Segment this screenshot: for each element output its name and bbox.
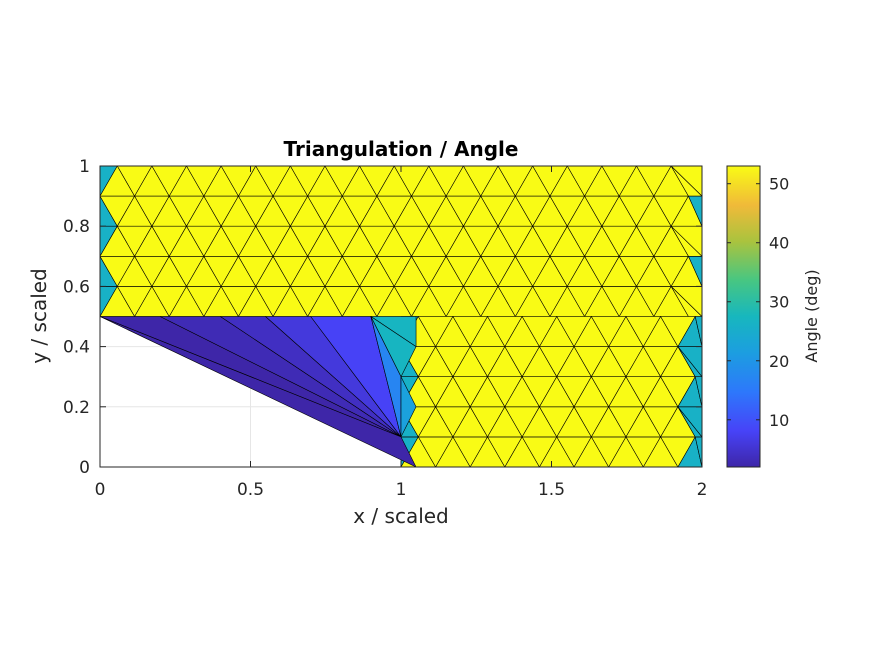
mesh-triangle: [99, 316, 417, 468]
colorbar-ticks: 10 20 30 40 50: [727, 175, 789, 430]
mesh-triangle: [400, 376, 417, 438]
y-tick-label: 1: [79, 157, 90, 177]
y-tick-label: 0.2: [63, 398, 90, 418]
colorbar-label: Angle (deg): [802, 269, 821, 362]
y-tick-label: 0.6: [63, 277, 90, 297]
y-tick-label: 0: [79, 458, 90, 478]
x-tick-label: 1.5: [538, 480, 565, 500]
y-tick-label: 0.8: [63, 217, 90, 237]
x-axis-ticks: 0 0.5 1 1.5 2: [95, 166, 708, 500]
x-tick-label: 0: [95, 480, 106, 500]
x-tick-label: 0.5: [237, 480, 264, 500]
x-axis-label: x / scaled: [353, 504, 449, 528]
colorbar-tick-label: 10: [769, 411, 789, 430]
y-axis-label: y / scaled: [27, 268, 51, 364]
colorbar-tick-label: 40: [769, 234, 789, 253]
colorbar-tick-label: 30: [769, 293, 789, 312]
colorbar-gradient: [726, 165, 761, 468]
x-tick-label: 1: [396, 480, 407, 500]
y-tick-label: 0.4: [63, 338, 90, 358]
colorbar: 10 20 30 40 50 Angle (deg): [726, 165, 821, 468]
chart-title: Triangulation / Angle: [284, 137, 519, 161]
colorbar-tick-label: 50: [769, 175, 789, 194]
y-axis-ticks: 0 0.2 0.4 0.6 0.8 1: [63, 157, 702, 478]
plot-area: 0 0.5 1 1.5 2 0 0.2 0.4 0.6 0.8 1: [63, 157, 707, 500]
colorbar-tick-label: 20: [769, 352, 789, 371]
x-tick-label: 2: [697, 480, 708, 500]
triangle-mesh: [99, 165, 703, 468]
